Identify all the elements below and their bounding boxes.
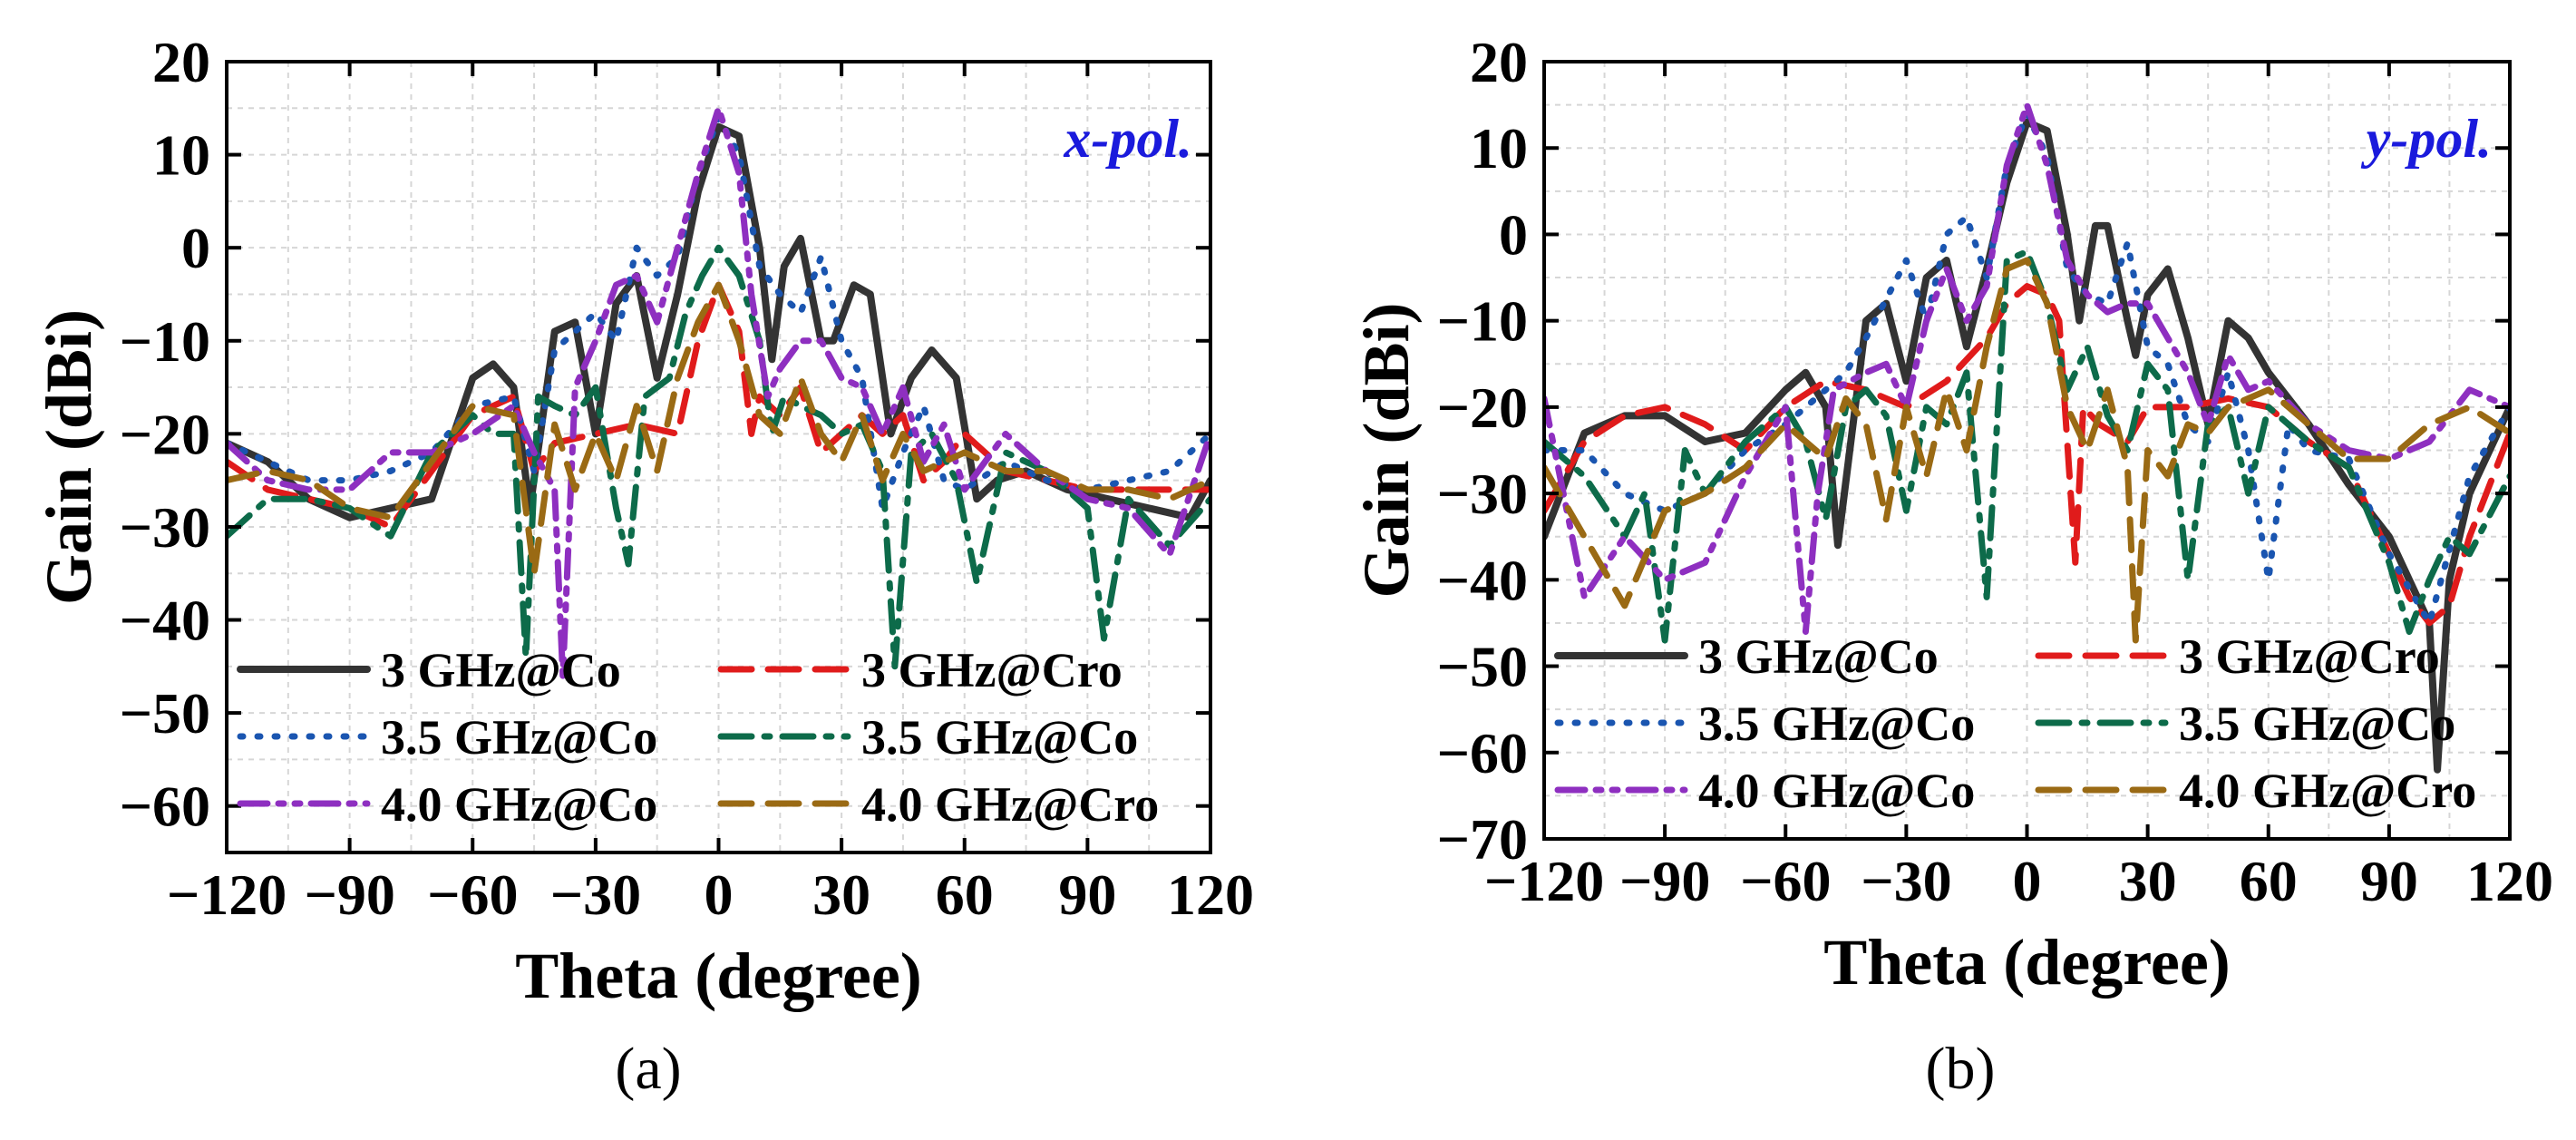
x-axis-title: Theta (degree) (1823, 926, 2231, 999)
x-tick-label: −90 (1619, 849, 1710, 913)
series-line-4 (1544, 248, 2510, 644)
y-tick-label: −50 (120, 681, 210, 745)
x-tick-label: 90 (2360, 849, 2418, 913)
y-tick-label: 10 (152, 123, 210, 188)
chart-panel-b: −120 −90 −60 −30 0 30 60 90 120 −70 −60 −50 −40 −30 −2… (1350, 30, 2553, 1102)
polarization-annotation: y-pol. (2361, 109, 2492, 169)
series-line-6 (1544, 257, 2510, 644)
y-tick-label: −40 (120, 589, 210, 653)
legend-label-2: 3 GHz@Cro (861, 643, 1123, 697)
x-tick-label: 60 (936, 862, 994, 927)
y-tick-label: −20 (120, 402, 210, 466)
x-tick-label: 60 (2240, 849, 2298, 913)
series-line-4 (227, 244, 1210, 670)
x-tick-label: −120 (1484, 849, 1604, 913)
x-tick-label: −90 (304, 862, 394, 927)
legend-label-2: 3 GHz@Cro (2179, 629, 2440, 684)
series-line-6 (227, 281, 1210, 577)
y-tick-label: 10 (1470, 116, 1528, 180)
subcaption: (a) (615, 1036, 681, 1102)
y-tick-label: 20 (152, 30, 210, 94)
x-tick-label: 0 (2013, 849, 2042, 913)
y-tick-label: −50 (1437, 635, 1528, 699)
subcaption: (b) (1926, 1036, 1996, 1102)
legend-label-1: 3 GHz@Co (1698, 629, 1939, 684)
x-tick-label: −30 (550, 862, 641, 927)
x-tick-label: −60 (1740, 849, 1831, 913)
chart-panel-a: −120 −90 −60 −30 0 30 60 90 120 −60 −50 −40 −30 −20 −1… (33, 30, 1254, 1102)
x-tick-label: −60 (427, 862, 518, 927)
x-tick-label: 120 (2466, 849, 2553, 913)
x-tick-label: 30 (2119, 849, 2177, 913)
legend-label-5: 4.0 GHz@Co (1698, 764, 1975, 818)
y-axis-title: Gain (dBi) (1350, 302, 1423, 598)
y-tick-label: 0 (181, 216, 210, 280)
series-line-5 (227, 104, 1210, 679)
y-tick-label: −40 (1437, 548, 1528, 612)
legend-label-1: 3 GHz@Co (381, 643, 621, 697)
legend: 3 GHz@Co 3 GHz@Cro 3.5 GHz@Co 3.5 GHz@Co 4.0… (1554, 629, 2476, 818)
legend-label-6: 4.0 GHz@Cro (861, 777, 1159, 832)
ticks: −120 −90 −60 −30 0 30 60 90 120 −70 −60 −50 −40 −30 −2… (1437, 30, 2553, 913)
ticks: −120 −90 −60 −30 0 30 60 90 120 −60 −50 −40 −30 −20 −1… (120, 30, 1254, 927)
series-group (227, 104, 1210, 679)
legend-label-4: 3.5 GHz@Co (2179, 697, 2455, 751)
legend: 3 GHz@Co 3 GHz@Cro 3.5 GHz@Co 3.5 GHz@Co 4.0… (237, 643, 1159, 832)
x-tick-label: 90 (1058, 862, 1116, 927)
y-tick-label: 0 (1499, 202, 1528, 267)
x-tick-label: 120 (1167, 862, 1254, 927)
series-line-1 (227, 122, 1210, 521)
legend-label-4: 3.5 GHz@Co (861, 710, 1138, 765)
x-tick-label: 0 (705, 862, 734, 927)
y-tick-label: −10 (1437, 289, 1528, 354)
series-line-5 (1544, 102, 2510, 635)
legend-label-3: 3.5 GHz@Co (381, 710, 657, 765)
y-tick-label: −60 (1437, 721, 1528, 785)
series-group (1544, 102, 2510, 774)
y-tick-label: −20 (1437, 375, 1528, 440)
polarization-annotation: x-pol. (1063, 109, 1192, 169)
y-tick-label: −30 (120, 495, 210, 560)
y-tick-label: −30 (1437, 462, 1528, 526)
y-tick-label: −60 (120, 775, 210, 839)
x-tick-label: −30 (1861, 849, 1951, 913)
legend-label-3: 3.5 GHz@Co (1698, 697, 1975, 751)
legend-label-5: 4.0 GHz@Co (381, 777, 657, 832)
legend-label-6: 4.0 GHz@Cro (2179, 764, 2476, 818)
x-tick-label: −120 (167, 862, 287, 927)
x-tick-label: 30 (812, 862, 870, 927)
y-tick-label: −10 (120, 309, 210, 374)
y-axis-title: Gain (dBi) (33, 309, 105, 605)
y-tick-label: 20 (1470, 30, 1528, 94)
x-axis-title: Theta (degree) (515, 940, 922, 1012)
y-tick-label: −70 (1437, 807, 1528, 872)
